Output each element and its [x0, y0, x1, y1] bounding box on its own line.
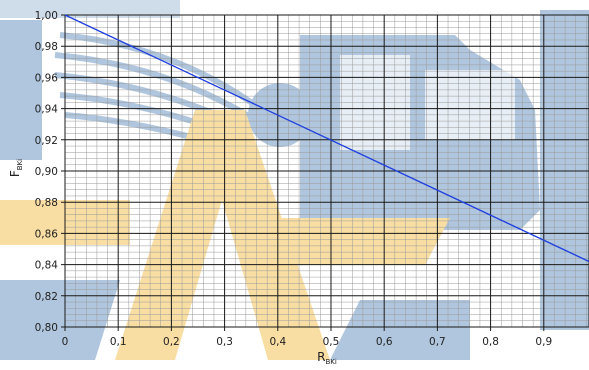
x-tick-label: 0,3 — [216, 336, 233, 348]
y-axis-title: FBKi — [8, 159, 24, 177]
x-tick-label: 0,6 — [376, 336, 393, 348]
series-layer — [64, 14, 589, 263]
watermark-logo — [0, 0, 589, 360]
y-tick-label: 0,80 — [35, 322, 58, 334]
series-line-0 — [64, 14, 589, 263]
x-tick-label: 0,2 — [163, 336, 180, 348]
y-tick-label: 0,88 — [35, 197, 58, 209]
x-tick-label: 0,4 — [269, 336, 286, 348]
x-tick-labels: 0 0,1 0,2 0,3 0,4 0,5 0,6 0,7 0,8 0,9 — [62, 336, 552, 348]
x-tick-label: 0,9 — [535, 336, 552, 348]
y-tick-label: 0,84 — [35, 260, 59, 272]
y-tick-label: 0,82 — [35, 291, 58, 303]
y-tick-labels: 0,80 0,82 0,84 0,86 0,88 0,90 0,92 0,94 0,96 0,98… — [35, 10, 59, 334]
x-tick-label: 0,1 — [110, 336, 127, 348]
y-axis-title-sub: BKi — [16, 159, 24, 170]
x-tick-label: 0,5 — [323, 336, 340, 348]
x-tick-label: 0 — [62, 336, 69, 348]
y-tick-label: 0,96 — [35, 72, 59, 84]
y-axis-title-main: F — [8, 170, 22, 177]
y-tick-label: 0,86 — [35, 228, 59, 240]
x-axis-title: RBKi — [317, 350, 337, 366]
x-tick-label: 0,8 — [482, 336, 499, 348]
y-tick-label: 1,00 — [35, 10, 58, 22]
y-tick-label: 0,92 — [35, 135, 58, 147]
x-axis-title-main: R — [317, 350, 325, 364]
x-tick-label: 0,7 — [429, 336, 446, 348]
y-tick-label: 0,90 — [35, 166, 58, 178]
x-axis-title-sub: BKi — [326, 358, 337, 366]
plot-frame — [64, 14, 589, 328]
y-tick-label: 0,98 — [35, 41, 58, 53]
y-tick-label: 0,94 — [35, 104, 59, 116]
